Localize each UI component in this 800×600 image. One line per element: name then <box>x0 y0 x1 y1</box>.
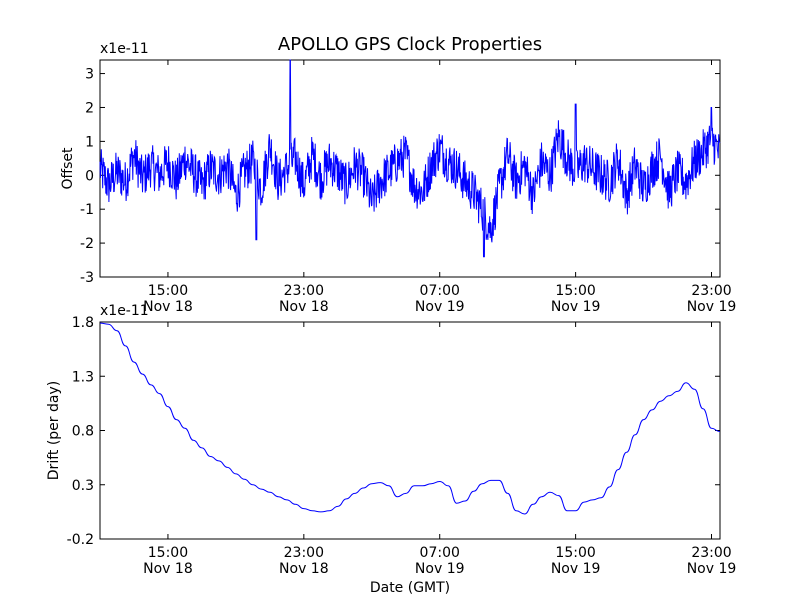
x-tick-date-label: Nov 19 <box>415 561 465 577</box>
x-tick-date-label: Nov 18 <box>279 299 329 315</box>
y-tick-label: 2 <box>85 100 94 116</box>
y-tick-label: -3 <box>80 270 94 286</box>
offset-ylabel: Offset <box>60 147 76 190</box>
x-tick-time-label: 15:00 <box>555 283 595 299</box>
x-tick-date-label: Nov 19 <box>687 561 737 577</box>
y-tick-label: -2 <box>80 236 94 252</box>
chart-title: APOLLO GPS Clock Properties <box>278 34 542 55</box>
x-tick-time-label: 23:00 <box>691 283 731 299</box>
drift-xlabel: Date (GMT) <box>370 580 450 596</box>
x-tick-date-label: Nov 19 <box>551 561 601 577</box>
drift-y-ticks: 1.8 1.3 0.8 0.3 -0.2 <box>67 315 720 548</box>
drift-multiplier: x1e-11 <box>100 303 149 319</box>
x-tick-time-label: 15:00 <box>148 283 188 299</box>
offset-series-line <box>99 59 721 258</box>
y-tick-label: 1.8 <box>72 315 94 331</box>
y-tick-label: 0 <box>85 168 94 184</box>
y-tick-label: 1.3 <box>72 369 94 385</box>
x-tick-date-label: Nov 18 <box>143 561 193 577</box>
y-tick-label: -1 <box>80 202 94 218</box>
y-tick-label: 3 <box>85 67 94 83</box>
x-tick-time-label: 07:00 <box>420 545 460 561</box>
x-tick-date-label: Nov 19 <box>415 299 465 315</box>
y-tick-label: -0.2 <box>67 532 94 548</box>
x-tick-date-label: Nov 19 <box>551 299 601 315</box>
drift-series-line <box>99 322 721 515</box>
x-tick-date-label: Nov 18 <box>143 299 193 315</box>
y-tick-label: 0.3 <box>72 478 94 494</box>
x-tick-time-label: 15:00 <box>148 545 188 561</box>
drift-panel: x1e-11 Drift (per day) Date (GMT) 1.8 1.3… <box>46 303 736 596</box>
x-tick-time-label: 23:00 <box>284 283 324 299</box>
x-tick-time-label: 07:00 <box>420 283 460 299</box>
y-tick-label: 1 <box>85 134 94 150</box>
drift-ylabel: Drift (per day) <box>46 381 62 480</box>
x-tick-time-label: 15:00 <box>555 545 595 561</box>
x-tick-time-label: 23:00 <box>691 545 731 561</box>
offset-multiplier: x1e-11 <box>100 41 149 57</box>
x-tick-date-label: Nov 19 <box>687 299 737 315</box>
x-tick-time-label: 23:00 <box>284 545 324 561</box>
y-tick-label: 0.8 <box>72 424 94 440</box>
x-tick-date-label: Nov 18 <box>279 561 329 577</box>
